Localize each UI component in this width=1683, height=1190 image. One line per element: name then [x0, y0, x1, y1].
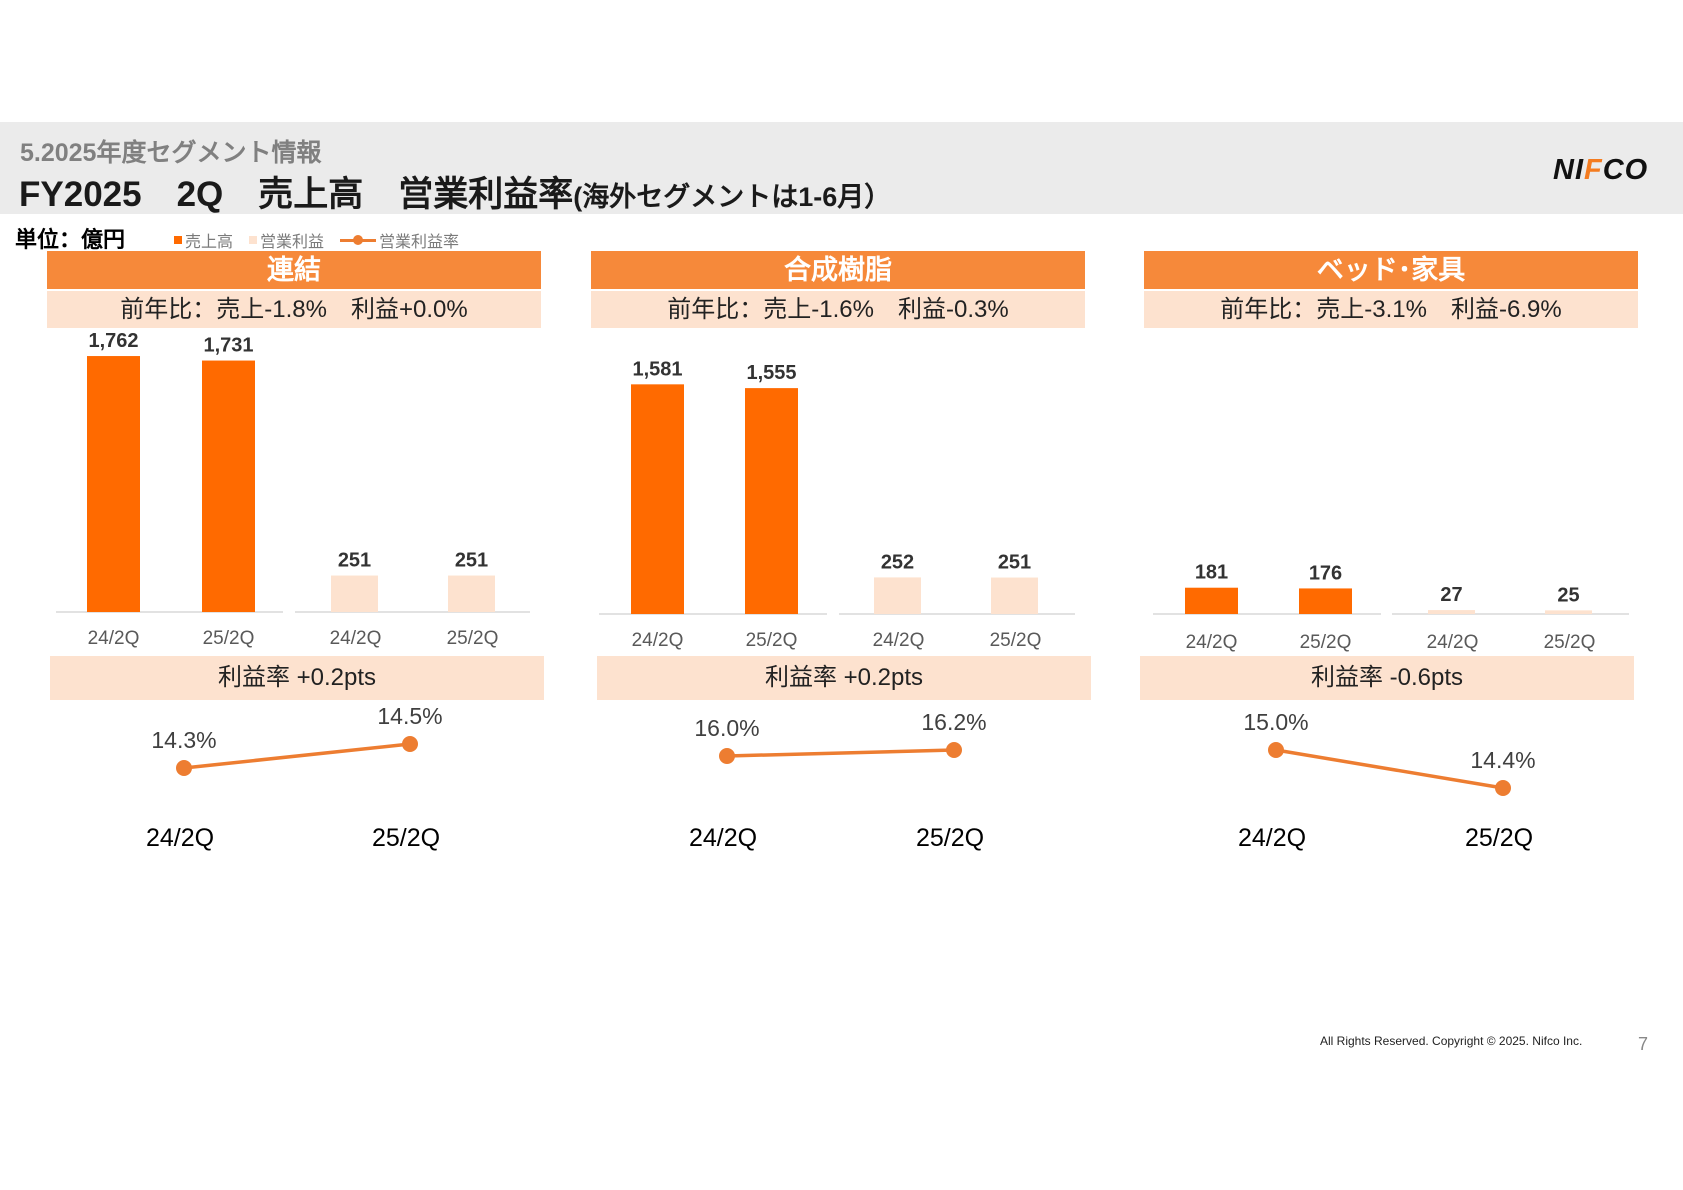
- bar-value-label: 25: [1557, 584, 1579, 606]
- panel-yoy: 前年比：売上-1.6% 利益-0.3%: [591, 291, 1085, 328]
- rate-category-label: 24/2Q: [689, 824, 757, 852]
- panel-title: ベッド･家具: [1144, 251, 1638, 289]
- rate-point: [946, 742, 962, 758]
- rate-category-label: 25/2Q: [916, 824, 984, 852]
- bar-sales-2025-2q: [745, 388, 798, 614]
- page-title-sub: (海外セグメントは1-6月）: [573, 182, 892, 212]
- legend-rate-swatch: [340, 234, 377, 246]
- panel-title: 合成樹脂: [591, 251, 1085, 289]
- bar-value-label: 181: [1195, 562, 1228, 584]
- rate-category-label: 24/2Q: [1238, 824, 1306, 852]
- legend-rate: 営業利益率: [340, 228, 459, 252]
- legend-sales-swatch: [174, 236, 182, 244]
- bar-profit-2025-2q: [1545, 610, 1592, 614]
- rate-line: [183, 742, 411, 770]
- category-label: 25/2Q: [1300, 632, 1352, 653]
- bar-profit-2024-2q: [331, 575, 378, 612]
- panel-chart: 181 24/2Q 176 25/2Q 27 24/2Q 25 25/2Q 15.0% 24/2Q…: [1153, 562, 1629, 852]
- bar-sales-2025-2q: [202, 360, 255, 612]
- panel-chart: 1,581 24/2Q 1,555 25/2Q 252 24/2Q 251 25/2Q 16.0…: [599, 358, 1075, 852]
- panel-synthetic-resin: 合成樹脂 前年比：売上-1.6% 利益-0.3% 1,581 24/2Q 1,555…: [591, 0, 1091, 900]
- category-label: 25/2Q: [447, 628, 499, 649]
- rate-category-label: 25/2Q: [1465, 824, 1533, 852]
- bar-value-label: 251: [455, 550, 488, 572]
- bar-sales-2024-2q: [87, 356, 140, 612]
- bar-value-label: 252: [881, 551, 914, 573]
- bar-sales-2024-2q: [1185, 587, 1238, 614]
- rate-line: [1275, 748, 1504, 790]
- panel-consolidated: 連結 前年比：売上-1.8% 利益+0.0% 1,762 24/2Q 1,731 25…: [47, 0, 547, 900]
- header-band: [0, 122, 1683, 214]
- bar-profit-2024-2q: [1428, 610, 1475, 614]
- legend-sales: 売上高: [174, 228, 233, 252]
- panel-yoy: 前年比：売上-3.1% 利益-6.9%: [1144, 291, 1638, 328]
- category-label: 25/2Q: [1544, 632, 1596, 653]
- category-label: 24/2Q: [632, 630, 684, 651]
- rate-change-band: 利益率 +0.2pts: [50, 656, 544, 700]
- rate-value-label: 16.2%: [921, 709, 986, 735]
- legend: 売上高 営業利益 営業利益率: [174, 228, 475, 252]
- bar-value-label: 1,731: [203, 335, 253, 357]
- legend-profit-swatch: [249, 236, 258, 244]
- bar-sales-2025-2q: [1299, 588, 1352, 614]
- rate-change-band: 利益率 -0.6pts: [1140, 656, 1634, 700]
- panel-chart: 1,762 24/2Q 1,731 25/2Q 251 24/2Q 251 25/2Q 14.3…: [56, 330, 530, 852]
- page-title-main: FY2025 2Q 売上高 営業利益率: [19, 175, 574, 214]
- rate-change-band: 利益率 +0.2pts: [597, 656, 1091, 700]
- rate-category-label: 24/2Q: [146, 824, 214, 852]
- page-number: 7: [1638, 1034, 1649, 1054]
- company-logo: NIFCO: [1553, 154, 1649, 186]
- section-title: 5.2025年度セグメント情報: [20, 139, 322, 167]
- rate-value-label: 14.4%: [1470, 747, 1535, 773]
- rate-point: [176, 760, 192, 776]
- unit-label: 単位：億円: [15, 227, 126, 252]
- category-label: 24/2Q: [330, 628, 382, 649]
- rate-value-label: 16.0%: [694, 715, 759, 741]
- rate-point: [1495, 780, 1511, 796]
- bar-value-label: 27: [1440, 584, 1462, 606]
- category-label: 24/2Q: [1186, 632, 1238, 653]
- category-label: 24/2Q: [1427, 632, 1479, 653]
- bar-value-label: 176: [1309, 562, 1342, 584]
- panel-title: 連結: [47, 251, 541, 289]
- bar-profit-2025-2q: [448, 575, 495, 612]
- rate-value-label: 14.3%: [151, 727, 216, 753]
- rate-point: [1268, 742, 1284, 758]
- bar-value-label: 251: [998, 552, 1031, 574]
- page-title: FY2025 2Q 売上高 営業利益率(海外セグメントは1-6月）: [19, 166, 891, 217]
- bar-value-label: 1,555: [746, 362, 796, 384]
- rate-value-label: 15.0%: [1243, 709, 1308, 735]
- bar-value-label: 251: [338, 550, 371, 572]
- rate-line: [726, 748, 955, 758]
- category-label: 24/2Q: [88, 628, 140, 649]
- bar-value-label: 1,581: [632, 358, 682, 380]
- bar-profit-2024-2q: [874, 577, 921, 614]
- bar-sales-2024-2q: [631, 384, 684, 614]
- category-label: 25/2Q: [203, 628, 255, 649]
- rate-point: [402, 736, 418, 752]
- rate-point: [719, 748, 735, 764]
- bar-value-label: 1,762: [88, 330, 138, 352]
- bar-profit-2025-2q: [991, 577, 1038, 614]
- category-label: 24/2Q: [873, 630, 925, 651]
- category-label: 25/2Q: [990, 630, 1042, 651]
- copyright: All Rights Reserved. Copyright © 2025. N…: [1320, 1034, 1583, 1048]
- rate-value-label: 14.5%: [377, 703, 442, 729]
- panel-yoy: 前年比：売上-1.8% 利益+0.0%: [47, 291, 541, 328]
- rate-category-label: 25/2Q: [372, 824, 440, 852]
- panel-bed-furniture: ベッド･家具 前年比：売上-3.1% 利益-6.9% 181 24/2Q 176 25…: [1140, 0, 1644, 900]
- category-label: 25/2Q: [746, 630, 798, 651]
- legend-profit: 営業利益: [249, 228, 324, 252]
